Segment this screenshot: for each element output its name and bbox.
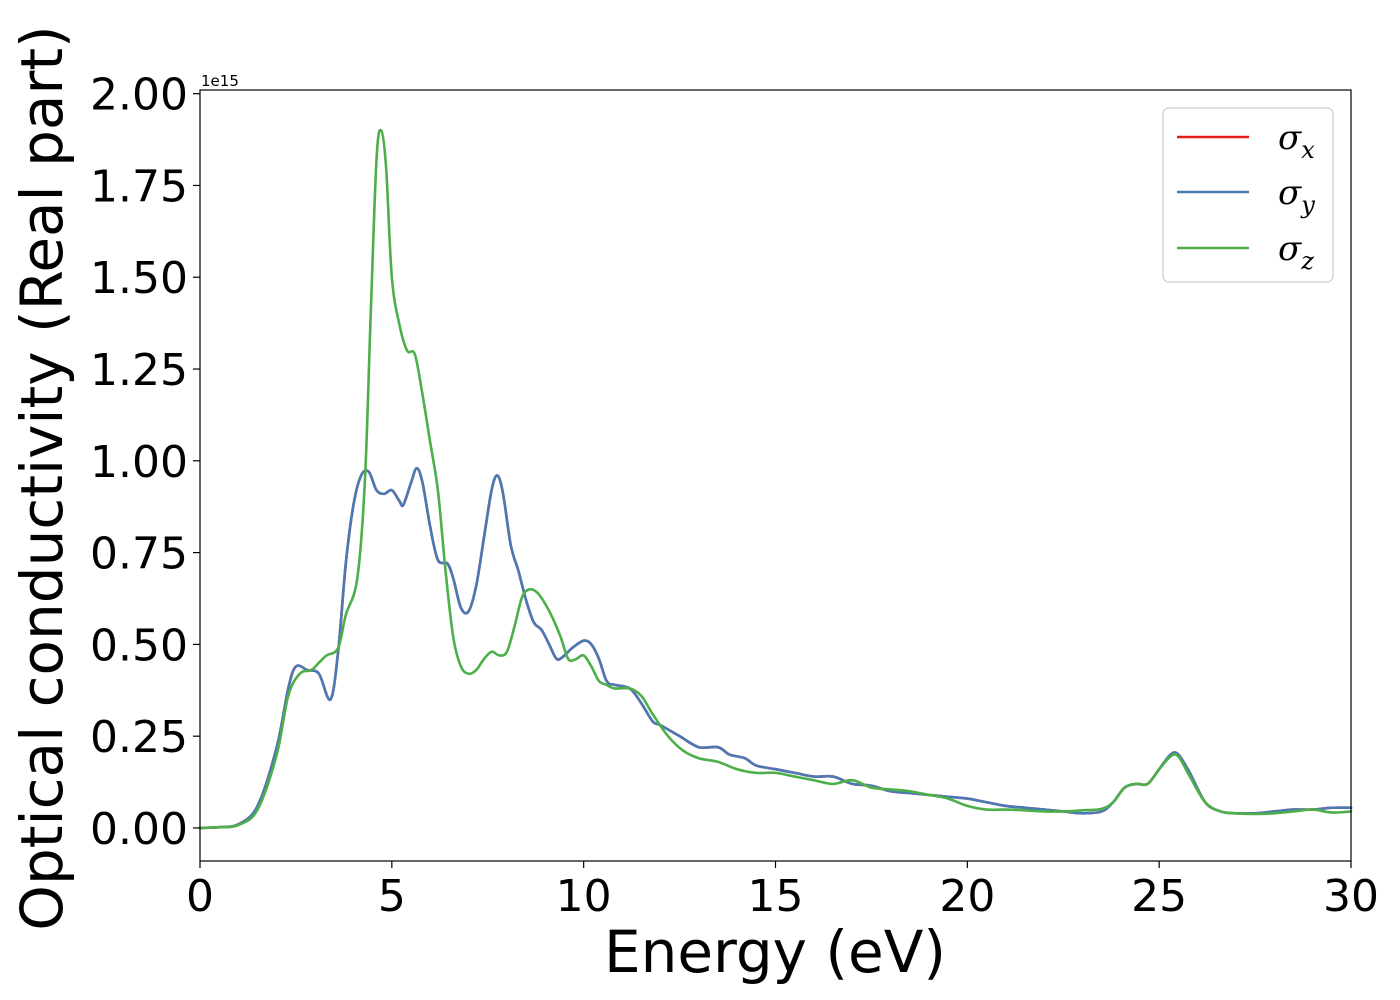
y-tick-label: 0.75: [90, 529, 188, 580]
x-tick-label: 15: [748, 871, 804, 922]
plot-area: [198, 128, 1353, 830]
x-tick-label: 10: [556, 871, 612, 922]
x-tick-label: 25: [1131, 871, 1187, 922]
y-offset-label: 1e15: [201, 72, 239, 90]
y-tick-label: 1.00: [90, 437, 188, 488]
legend-frame: [1162, 107, 1334, 283]
y-tick-label: 0.50: [90, 620, 188, 671]
y-axis: 0.00 0.25 0.50 0.75 1.00 1.25 1.50 1.75 2.00: [90, 70, 200, 855]
y-tick-label: 2.00: [90, 70, 188, 121]
x-tick-label: 30: [1323, 871, 1379, 922]
y-tick-label: 1.50: [90, 253, 188, 304]
y-tick-label: 1.25: [90, 345, 188, 396]
x-axis-title: Energy (eV): [604, 918, 946, 986]
y-axis-title: Optical conductivity (Real part): [8, 25, 76, 930]
y-tick-label: 0.00: [90, 804, 188, 855]
x-axis: 0 5 10 15 20 25 30: [186, 861, 1379, 922]
y-tick-label: 1.75: [90, 161, 188, 212]
y-tick-label: 0.25: [90, 712, 188, 763]
x-tick-label: 5: [378, 871, 406, 922]
series-line-z: [198, 128, 1353, 830]
x-tick-label: 0: [186, 871, 214, 922]
x-tick-label: 20: [939, 871, 995, 922]
